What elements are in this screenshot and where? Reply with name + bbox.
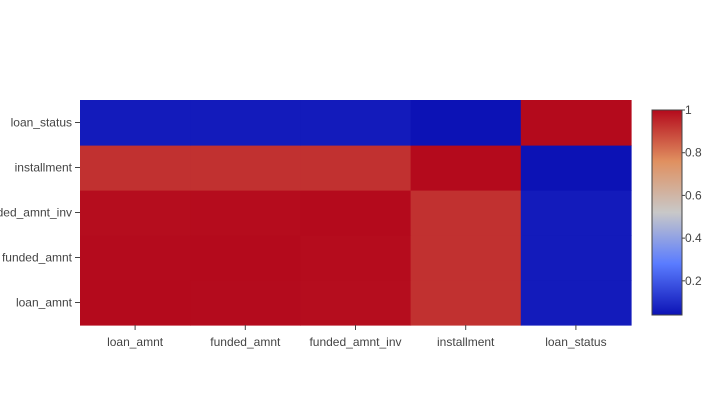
x-tick-label: loan_status: [545, 335, 606, 349]
colorbar-tick-label: 0.4: [685, 231, 702, 245]
heatmap-cell: [300, 280, 412, 326]
heatmap-cell: [190, 100, 301, 146]
heatmap-cell: [300, 100, 412, 146]
heatmap-cell: [410, 280, 522, 326]
heatmap-cell: [520, 235, 632, 281]
heatmap-cell: [410, 190, 522, 236]
y-tick-label: funded_amnt_inv: [0, 206, 72, 220]
heatmap-cell: [410, 100, 522, 146]
heatmap-cell: [410, 235, 522, 281]
heatmap-cell: [80, 235, 191, 281]
heatmap-cell: [520, 280, 632, 326]
y-axis: loan_amnt funded_amnt funded_amnt_inv insta…: [0, 116, 80, 310]
heatmap-cells: [80, 100, 632, 326]
y-tick-label: installment: [15, 161, 73, 175]
heatmap-cell: [80, 145, 191, 191]
heatmap-cell: [300, 145, 412, 191]
heatmap-cell: [190, 235, 301, 281]
heatmap-cell: [190, 190, 301, 236]
heatmap-cell: [190, 145, 301, 191]
colorbar-tick-label: 1: [685, 103, 692, 117]
heatmap-cell: [300, 235, 412, 281]
heatmap-cell: [190, 280, 301, 326]
x-tick-label: loan_amnt: [107, 335, 164, 349]
y-tick-label: loan_amnt: [16, 296, 73, 310]
x-axis: loan_amnt funded_amnt funded_amnt_inv insta…: [107, 325, 607, 349]
x-tick-label: funded_amnt: [210, 335, 281, 349]
x-tick-label: funded_amnt_inv: [309, 335, 401, 349]
colorbar: 0.2 0.4 0.6 0.8 1: [651, 103, 702, 316]
heatmap-cell: [520, 100, 632, 146]
heatmap-cell: [300, 190, 412, 236]
colorbar-tick-label: 0.2: [685, 274, 702, 288]
x-tick-label: installment: [437, 335, 495, 349]
heatmap-cell: [520, 190, 632, 236]
heatmap-cell: [80, 280, 191, 326]
heatmap-cell: [80, 100, 191, 146]
y-tick-label: loan_status: [11, 116, 72, 130]
colorbar-gradient: [651, 109, 683, 316]
y-tick-label: funded_amnt: [2, 251, 73, 265]
colorbar-tick-label: 0.8: [685, 146, 702, 160]
heatmap-cell: [520, 145, 632, 191]
colorbar-tick-label: 0.6: [685, 188, 702, 202]
heatmap-cell: [80, 190, 191, 236]
heatmap-cell: [410, 145, 522, 191]
